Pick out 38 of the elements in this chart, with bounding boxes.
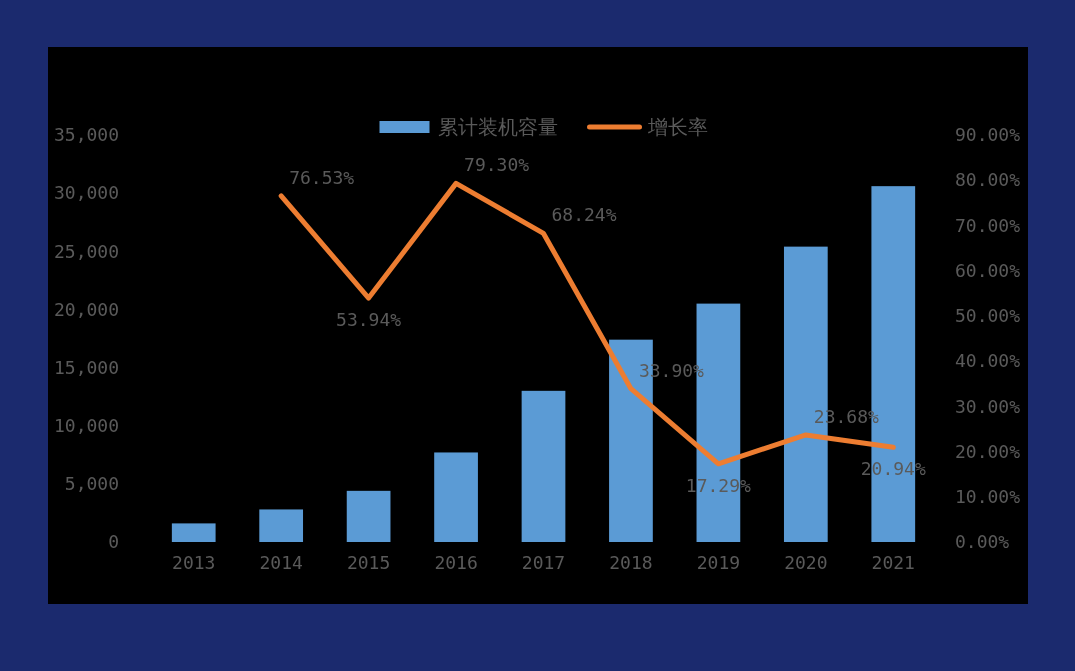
x-tick-label: 2019 (696, 551, 741, 573)
x-tick-label: 2016 (434, 551, 478, 573)
y-tick-label: 25,000 (53, 240, 119, 262)
y2-tick-label: 70.00% (955, 214, 1021, 236)
y2-tick-label: 20.00% (955, 440, 1021, 462)
bar (434, 452, 478, 542)
bar (346, 490, 391, 542)
bar (171, 523, 216, 542)
data-label: 76.53% (289, 166, 355, 188)
legend-label: 增长率 (646, 115, 708, 139)
x-tick-label: 2020 (784, 551, 828, 573)
y-tick-label: 0 (108, 531, 119, 553)
legend-label: 累计装机容量 (437, 115, 558, 139)
y2-tick-label: 60.00% (955, 259, 1021, 281)
x-tick-label: 2015 (346, 551, 391, 573)
x-tick-label: 2021 (871, 551, 915, 573)
x-tick-label: 2013 (172, 551, 216, 573)
x-tick-label: 2014 (259, 551, 303, 573)
y2-tick-label: 90.00% (955, 124, 1021, 146)
bar (259, 509, 304, 542)
y-tick-label: 20,000 (53, 298, 119, 320)
y2-tick-label: 0.00% (955, 531, 1010, 553)
bar (521, 390, 566, 542)
y-tick-label: 15,000 (53, 356, 119, 378)
data-label: 79.30% (464, 154, 530, 176)
y2-tick-label: 10.00% (955, 486, 1021, 508)
data-label: 53.94% (336, 309, 402, 331)
x-tick-label: 2018 (609, 551, 653, 573)
y2-tick-label: 30.00% (955, 395, 1021, 417)
y-tick-label: 30,000 (53, 182, 119, 204)
y-tick-label: 10,000 (53, 414, 119, 436)
y2-tick-label: 50.00% (955, 305, 1021, 327)
y2-tick-label: 40.00% (955, 350, 1021, 372)
data-label: 68.24% (551, 204, 617, 226)
y-tick-label: 35,000 (53, 124, 119, 146)
y2-tick-label: 80.00% (955, 169, 1021, 191)
x-tick-label: 2017 (521, 551, 566, 573)
y-tick-label: 5,000 (64, 473, 119, 495)
